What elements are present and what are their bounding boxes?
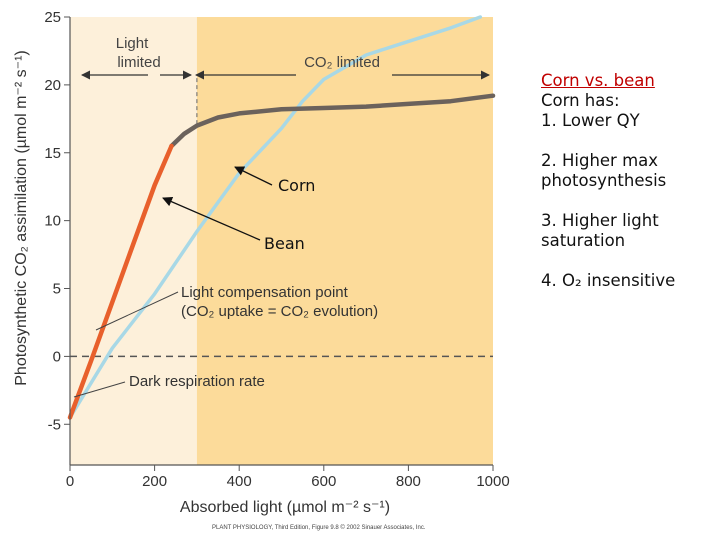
note-line: 3. Higher light bbox=[541, 211, 659, 230]
curve-label-corn: Corn bbox=[278, 176, 315, 195]
y-tick-label: 10 bbox=[44, 213, 61, 230]
note-line: photosynthesis bbox=[541, 171, 667, 190]
annotation-light-compensation-line1: Light compensation point bbox=[181, 284, 349, 301]
x-tick-label: 600 bbox=[311, 473, 336, 490]
y-tick-label: 0 bbox=[53, 348, 61, 365]
x-tick-label: 800 bbox=[396, 473, 421, 490]
corn-curve-saturated bbox=[169, 93, 496, 149]
y-tick-label: 5 bbox=[53, 281, 61, 298]
note-spacer bbox=[541, 251, 719, 271]
note-line: 4. O₂ insensitive bbox=[541, 271, 676, 290]
notes-title: Corn vs. bean bbox=[541, 71, 655, 90]
x-tick-label: 400 bbox=[227, 473, 252, 490]
note-line: saturation bbox=[541, 231, 626, 250]
curve-label-bean: Bean bbox=[264, 234, 305, 253]
y-tick-label: 15 bbox=[44, 145, 61, 162]
y-tick-label: 25 bbox=[44, 9, 61, 26]
note-line: 2. Higher max bbox=[541, 151, 659, 170]
x-axis-title: Absorbed light (µmol m⁻² s⁻¹) bbox=[180, 499, 390, 516]
annotation-light-compensation-line2: (CO₂ uptake = CO₂ evolution) bbox=[181, 303, 378, 320]
x-tick-label: 200 bbox=[142, 473, 167, 490]
y-tick-label: -5 bbox=[48, 416, 61, 433]
x-tick-label: 0 bbox=[66, 473, 74, 490]
y-tick-label: 20 bbox=[44, 77, 61, 94]
region-label-co2-limited: CO₂ limited bbox=[304, 54, 380, 71]
region-label-light-limited-line2: limited bbox=[117, 54, 160, 71]
region-co2-limited bbox=[196, 17, 493, 465]
y-axis-title: Photosynthetic CO₂ assimilation (µmol m⁻… bbox=[13, 50, 30, 386]
dark-respiration-leader-line bbox=[73, 381, 126, 398]
note-spacer bbox=[541, 191, 719, 211]
light-compensation-leader-line bbox=[95, 291, 179, 331]
corn-curve-light-limited bbox=[67, 143, 174, 420]
comparison-notes: Corn vs. bean Corn has: 1. Lower QY 2. H… bbox=[541, 71, 719, 291]
region-label-light-limited-line1: Light bbox=[116, 35, 149, 52]
note-line: Corn has: bbox=[541, 91, 620, 110]
note-spacer bbox=[541, 131, 719, 151]
bean-label-arrow bbox=[162, 196, 261, 241]
annotation-dark-respiration: Dark respiration rate bbox=[129, 373, 265, 390]
bean-curve bbox=[68, 15, 483, 420]
corn-label-arrow bbox=[234, 166, 273, 186]
figure-credit: PLANT PHYSIOLOGY, Third Edition, Figure … bbox=[212, 524, 426, 531]
note-line: 1. Lower QY bbox=[541, 111, 640, 130]
x-tick-label: 1000 bbox=[476, 473, 509, 490]
